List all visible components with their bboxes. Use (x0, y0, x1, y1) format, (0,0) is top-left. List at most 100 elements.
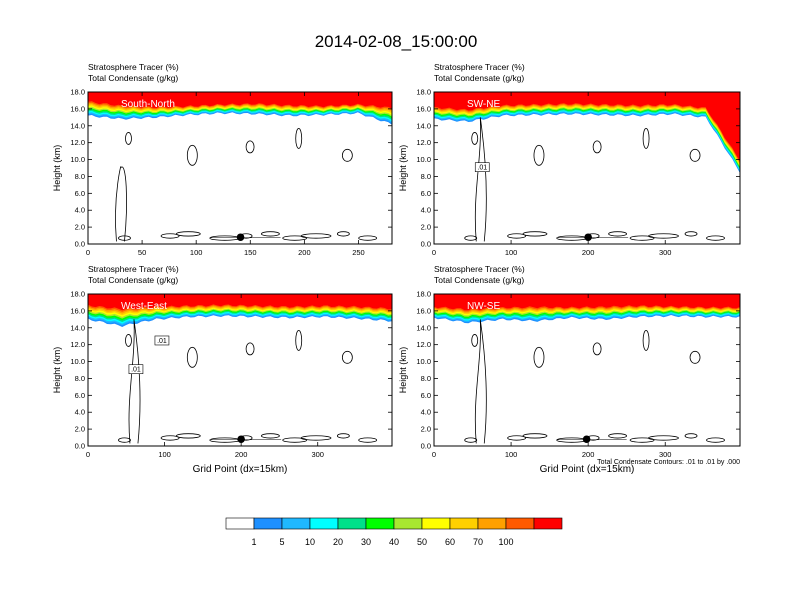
plot-area (88, 92, 392, 244)
contour-low (507, 435, 527, 441)
panel-3: .01 .01 West-East Stratosphere Tracer (%)To… (52, 264, 393, 475)
contour-note: Total Condensate Contours: .01 to .01 by… (597, 459, 740, 466)
x-tick-label: 200 (582, 450, 595, 459)
panel-label: South-North (121, 99, 175, 110)
location-marker (584, 233, 592, 242)
contour-upper (245, 342, 255, 356)
contour-upper (471, 334, 479, 347)
y-axis-label: Height (km) (398, 145, 408, 192)
y-tick-label: 14.0 (416, 323, 431, 332)
x-tick-label: 200 (582, 248, 595, 257)
colorbar-label: 20 (333, 537, 343, 547)
y-tick-label: 16.0 (416, 104, 431, 113)
contour-upper (245, 140, 255, 154)
y-tick-label: 12.0 (416, 340, 431, 349)
colorbar-label: 50 (417, 537, 427, 547)
figure-title: 2014-02-08_15:00:00 (314, 32, 478, 51)
contour-low (118, 437, 131, 443)
y-tick-label: 10.0 (416, 357, 431, 366)
x-tick-label: 300 (659, 248, 672, 257)
contour-upper (341, 148, 353, 162)
contour-low (684, 433, 698, 439)
y-axis-label: Height (km) (398, 347, 408, 394)
plot-frame (87, 293, 393, 447)
contour-low (507, 233, 527, 239)
y-tick-label: 14.0 (416, 121, 431, 130)
contour-low (648, 233, 679, 239)
contour-upper (642, 330, 650, 351)
contour-label-box (128, 364, 144, 374)
contour-low (175, 433, 201, 439)
condensate-contours (118, 319, 378, 444)
tracer-band-6 (434, 92, 740, 168)
y-tick-label: 10.0 (70, 155, 85, 164)
colorbar-swatch (393, 517, 423, 530)
contour-low (358, 437, 378, 443)
panel-header-line: Total Condensate (g/kg) (434, 73, 524, 83)
x-tick-label: 200 (298, 248, 311, 257)
colorbar-label: 40 (389, 537, 399, 547)
y-tick-label: 16.0 (70, 104, 85, 113)
colorbar-label: 100 (498, 537, 513, 547)
contour-convective-column (115, 166, 127, 242)
contour-upper (533, 144, 545, 166)
contour-upper (689, 350, 701, 364)
x-axis-label: Grid Point (dx=15km) (540, 464, 635, 475)
contour-upper (341, 350, 353, 364)
panel-header-line: Stratosphere Tracer (%) (88, 264, 179, 274)
contour-low (300, 233, 332, 239)
plot-area (434, 294, 740, 446)
x-tick-label: 150 (244, 248, 257, 257)
contour-low (684, 231, 698, 237)
colorbar-swatch (225, 517, 255, 530)
tracer-band-1 (434, 294, 740, 311)
plot-frame (433, 91, 741, 245)
plot-area: .01 (434, 92, 740, 244)
colorbar-swatch (281, 517, 311, 530)
contour-low (608, 433, 627, 439)
location-marker (582, 435, 591, 444)
y-tick-label: 18.0 (416, 290, 431, 299)
y-tick-label: 0.0 (421, 442, 431, 451)
y-tick-label: 6.0 (75, 391, 85, 400)
contour-upper (295, 330, 303, 351)
contour-upper (642, 128, 650, 149)
location-marker (237, 435, 245, 444)
y-tick-label: 6.0 (75, 189, 85, 198)
colorbar-swatch (365, 517, 395, 530)
y-tick-label: 18.0 (416, 88, 431, 97)
contour-upper (186, 346, 198, 368)
y-tick-label: 16.0 (416, 306, 431, 315)
panel-header-line: Stratosphere Tracer (%) (88, 62, 179, 72)
y-tick-label: 0.0 (75, 442, 85, 451)
contour-upper (186, 144, 198, 166)
colorbar: 1 5 10 20 30 40 50 60 70 100 (225, 517, 563, 547)
panel-label: West-East (121, 301, 167, 312)
panel-2: .01 SW-NE Stratosphere Tracer (%)Total Con… (398, 62, 741, 257)
contour-low (464, 235, 478, 241)
y-axis-label: Height (km) (52, 347, 62, 394)
y-tick-label: 2.0 (75, 223, 85, 232)
y-tick-label: 6.0 (421, 391, 431, 400)
y-tick-label: 8.0 (75, 374, 85, 383)
contour-low (358, 235, 378, 241)
contour-label: .01 (157, 338, 167, 345)
y-tick-label: 2.0 (421, 223, 431, 232)
contour-low (336, 433, 350, 439)
y-tick-label: 4.0 (421, 206, 431, 215)
colorbar-swatch (533, 517, 563, 530)
colorbar-swatch (505, 517, 535, 530)
y-tick-label: 16.0 (70, 306, 85, 315)
x-tick-label: 100 (158, 450, 171, 459)
x-tick-label: 100 (190, 248, 203, 257)
contour-label-box (154, 335, 170, 346)
x-tick-label: 0 (432, 248, 436, 257)
contour-upper (125, 132, 132, 145)
y-axis-label: Height (km) (52, 145, 62, 192)
colorbar-swatch (337, 517, 367, 530)
y-tick-label: 8.0 (421, 374, 431, 383)
condensate-contours (464, 319, 725, 444)
contour-low (300, 435, 332, 441)
